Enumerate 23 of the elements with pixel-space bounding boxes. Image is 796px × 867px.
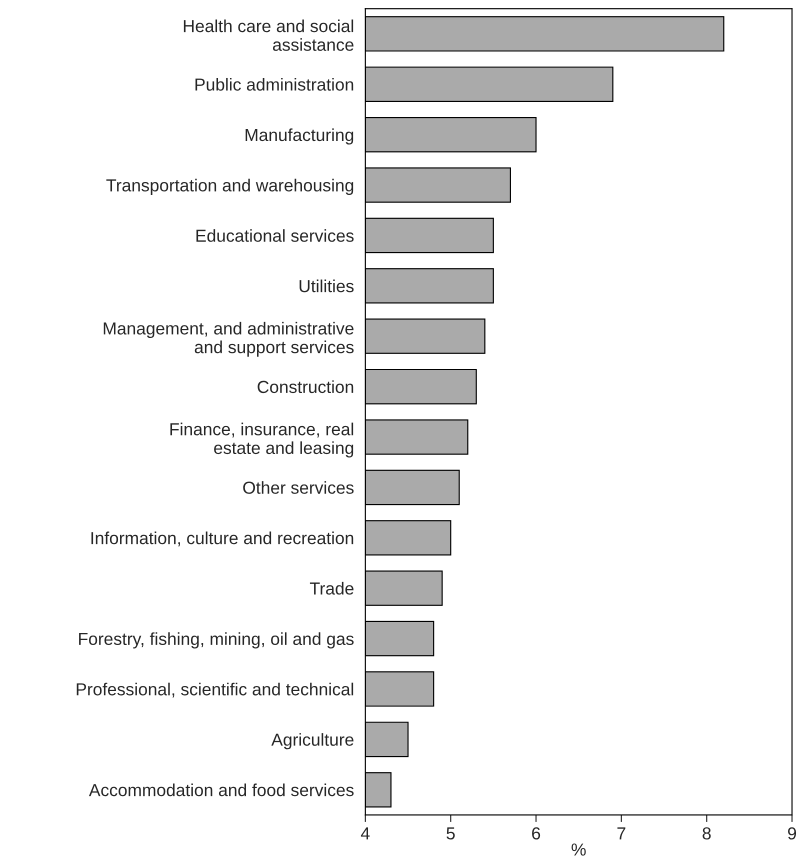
y-tick-label: Transportation and warehousing [106,178,354,195]
y-tick-label: Public administration [196,78,354,91]
y-tick-label: Other services [243,481,354,494]
y-tick-label: Accommodation and food services [88,783,354,796]
x-tick-label: 8 [702,827,711,840]
x-axis-title: % [572,844,586,856]
y-tick-label: Manufacturing [246,128,354,145]
x-tick-label: 7 [617,827,626,840]
y-tick-label: Construction [258,380,354,394]
x-tick-label: 6 [532,827,540,840]
y-tick-label: Finance, insurance, real estate and leasing [170,422,354,458]
y-tick-label: Forestry, fishing, mining, oil and gas [79,632,354,648]
y-tick-label: Management, and administrative and support services [104,322,354,357]
y-tick-label: Health care and social assistance [184,19,354,51]
y-tick-label: Educational services [196,229,354,242]
y-tick-label: Trade [310,582,354,595]
y-tick-label: Utilities [300,280,354,292]
y-tick-label: Professional, scientific and technical [76,682,354,698]
x-tick-label: 4 [360,827,370,840]
x-tick-label: 9 [788,827,796,840]
y-tick-label: Information, culture and recreation [91,532,354,546]
x-tick-label: 5 [446,827,455,840]
y-tick-label: Agriculture [271,733,354,750]
